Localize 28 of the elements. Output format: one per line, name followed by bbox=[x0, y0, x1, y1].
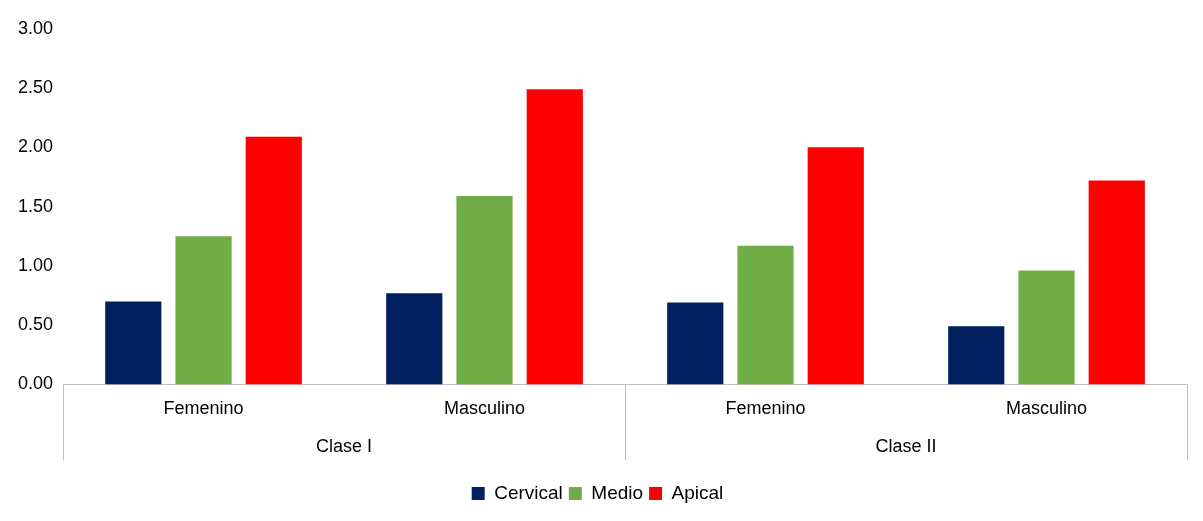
bar bbox=[1018, 270, 1075, 385]
y-tick-label: 1.50 bbox=[17, 195, 54, 216]
x-tick-label: Femenino bbox=[163, 398, 244, 419]
bar bbox=[105, 301, 162, 385]
bar bbox=[526, 89, 583, 385]
x-tick-label: Femenino bbox=[725, 398, 806, 419]
bar bbox=[1088, 180, 1145, 385]
bar bbox=[456, 195, 513, 385]
legend-label: Medio bbox=[591, 481, 644, 503]
legend-label: Cervical bbox=[494, 481, 563, 503]
bar bbox=[667, 302, 724, 385]
y-tick-label: 0.50 bbox=[17, 314, 54, 335]
legend-label: Apical bbox=[671, 481, 724, 503]
y-tick-label: 2.50 bbox=[17, 77, 54, 98]
bar bbox=[948, 326, 1005, 385]
bar bbox=[175, 236, 232, 385]
y-tick-label: 3.00 bbox=[17, 17, 54, 38]
text: Clase I bbox=[316, 436, 373, 457]
bar bbox=[386, 293, 443, 385]
y-tick-label: 1.00 bbox=[17, 254, 54, 275]
bar bbox=[737, 245, 794, 385]
bar bbox=[807, 147, 864, 385]
bar bbox=[245, 136, 302, 385]
x-tick-label: Masculino bbox=[444, 398, 526, 419]
text: Clase II bbox=[875, 436, 937, 457]
y-tick-label: 0.00 bbox=[17, 373, 54, 394]
x-tick-label: Masculino bbox=[1005, 398, 1088, 419]
y-tick-label: 2.00 bbox=[17, 136, 54, 157]
